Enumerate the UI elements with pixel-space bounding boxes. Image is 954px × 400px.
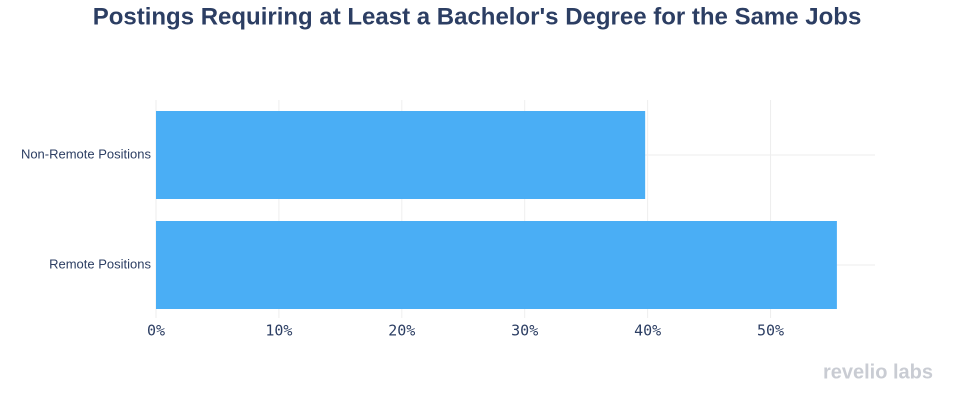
bar	[156, 111, 646, 199]
y-tick-label: Remote Positions	[49, 256, 151, 271]
x-tick-label: 10%	[265, 322, 292, 340]
x-tick-label: 50%	[757, 322, 784, 340]
y-tick-label: Non-Remote Positions	[21, 146, 152, 161]
chart-title: Postings Requiring at Least a Bachelor's…	[93, 3, 862, 30]
x-tick-label: 20%	[388, 322, 415, 340]
bar	[156, 221, 837, 309]
watermark: revelio labs	[823, 361, 933, 383]
x-tick-label: 40%	[634, 322, 661, 340]
x-tick-label: 0%	[147, 322, 165, 340]
x-tick-label: 30%	[511, 322, 538, 340]
